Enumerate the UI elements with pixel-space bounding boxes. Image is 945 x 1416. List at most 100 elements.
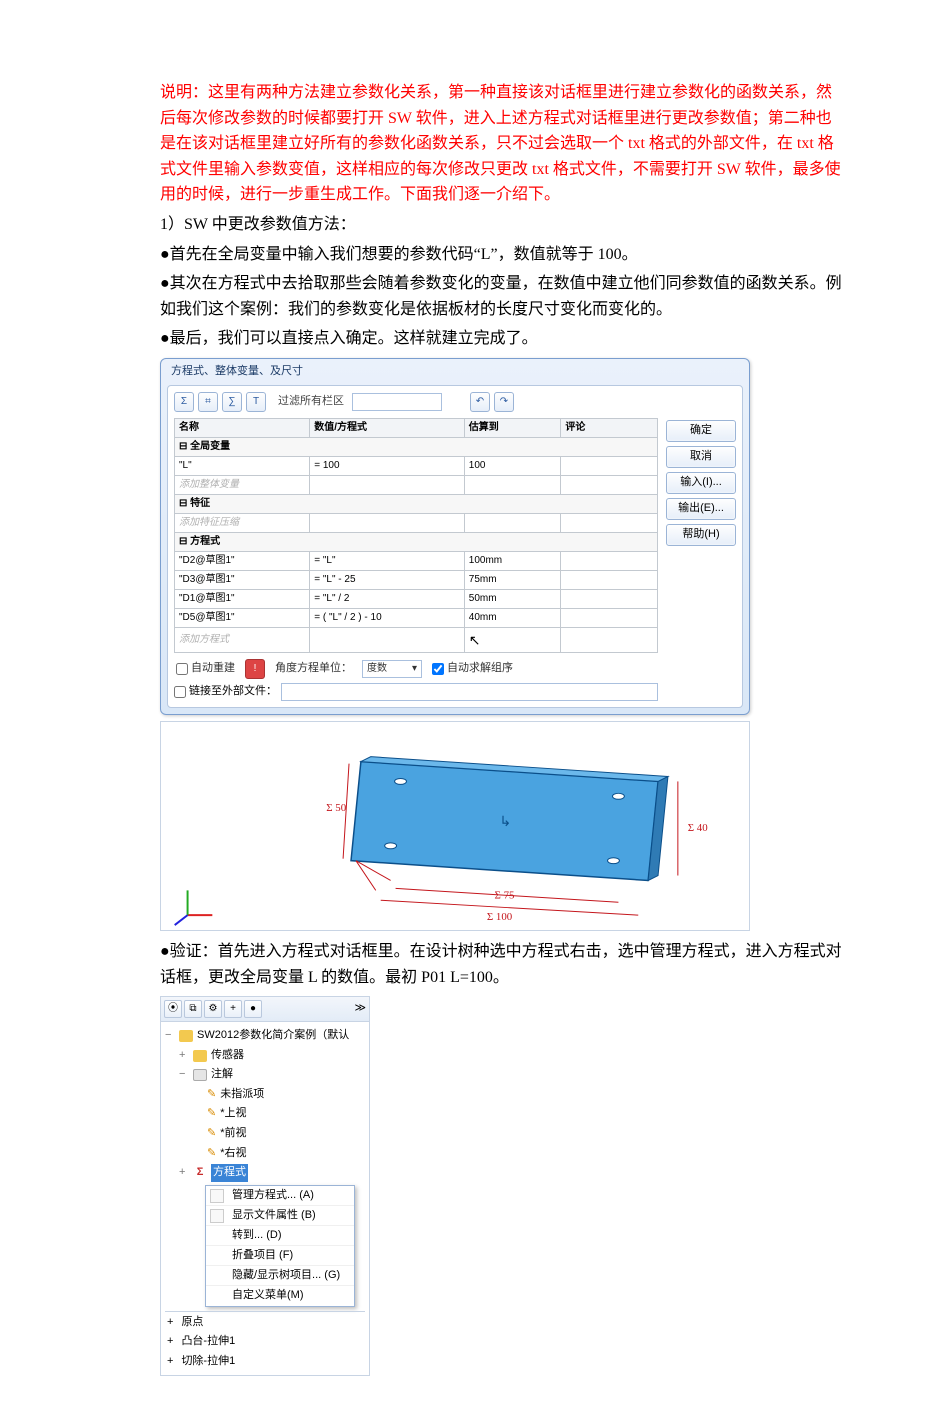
ghost-feature[interactable]: 添加特征压缩	[175, 513, 310, 532]
e1-eval: 75mm	[464, 570, 561, 589]
import-button[interactable]: 输入(I)...	[666, 472, 736, 494]
ctx-label-1: 显示文件属性 (B)	[232, 1207, 316, 1225]
tab-icon-3[interactable]: ⚙	[204, 1000, 222, 1018]
toolbar-btn-undo[interactable]: ↶	[470, 392, 490, 412]
e2-eval: 50mm	[464, 589, 561, 608]
e0-name[interactable]: "D2@草图1"	[175, 551, 310, 570]
chk-auto-rebuild[interactable]: 自动重建	[176, 660, 235, 678]
g0-name[interactable]: "L"	[175, 456, 310, 475]
section-global-label: 全局变量	[190, 441, 230, 452]
feature-ghost-row[interactable]: 添加特征压缩	[175, 513, 658, 532]
ctx-collapse[interactable]: 折叠项目 (F)	[206, 1246, 354, 1266]
eq-row-1[interactable]: "D3@草图1" = "L" - 25 75mm	[175, 570, 658, 589]
chk-auto-rebuild-label: 自动重建	[191, 660, 235, 678]
eq-ghost-row[interactable]: 添加方程式 ↖	[175, 627, 658, 652]
tree-origin[interactable]: + 原点	[167, 1314, 363, 1332]
tree-annotations-label: 注解	[211, 1066, 233, 1084]
tab-icon-4[interactable]: +	[224, 1000, 242, 1018]
rebuild-icon[interactable]: !	[245, 659, 265, 679]
global-row-0[interactable]: "L" = 100 100	[175, 456, 658, 475]
filter-input[interactable]	[352, 393, 442, 411]
table-header-row: 名称 数值/方程式 估算到 评论	[175, 418, 658, 437]
filter-label: 过滤所有栏区	[278, 393, 344, 411]
e2-name[interactable]: "D1@草图1"	[175, 589, 310, 608]
tree-unspecified[interactable]: ✎ 未指派项	[165, 1085, 365, 1105]
eq-row-2[interactable]: "D1@草图1" = "L" / 2 50mm	[175, 589, 658, 608]
export-button[interactable]: 输出(E)...	[666, 498, 736, 520]
tab-icon-5[interactable]: ●	[244, 1000, 262, 1018]
tree-annotations[interactable]: − 注解	[165, 1065, 365, 1085]
hole-2	[612, 793, 624, 799]
cancel-button[interactable]: 取消	[666, 446, 736, 468]
help-button[interactable]: 帮助(H)	[666, 524, 736, 546]
ctx-hideshow[interactable]: 隐藏/显示树项目... (G)	[206, 1266, 354, 1286]
tab-icon-2[interactable]: ⧉	[184, 1000, 202, 1018]
ctx-manage-equations[interactable]: 管理方程式... (A)	[206, 1186, 354, 1206]
dim-h1-text: Σ 40	[688, 822, 708, 834]
section-feature[interactable]: ⊟ 特征	[175, 494, 658, 513]
tree-extrude[interactable]: + 凸台-拉伸1	[167, 1333, 363, 1351]
hole-1	[395, 778, 407, 784]
chevron-down-icon: ▾	[412, 661, 417, 677]
pin-icon[interactable]: ≫	[354, 1000, 366, 1018]
ext-path-input[interactable]	[281, 683, 658, 701]
chk-link-ext-box[interactable]	[174, 686, 186, 698]
dialog-body: Σ ⌗ ∑ T 过滤所有栏区 ↶ ↷ 名称 数值/方程式 估算到 评论	[167, 385, 743, 708]
chk-auto-order[interactable]: 自动求解组序	[432, 660, 513, 678]
g0-note[interactable]	[561, 456, 658, 475]
ctx-file-props[interactable]: 显示文件属性 (B)	[206, 1206, 354, 1226]
tree-view-top[interactable]: ✎ *上视	[165, 1104, 365, 1124]
toolbar-btn-redo[interactable]: ↷	[494, 392, 514, 412]
toolbar-btn-sigma[interactable]: Σ	[174, 392, 194, 412]
hole-3	[385, 843, 397, 849]
e1-name[interactable]: "D3@草图1"	[175, 570, 310, 589]
model-svg: ↳ Σ 100 Σ 75 Σ 40 Σ 50	[161, 722, 749, 930]
section-global[interactable]: ⊟ 全局变量	[175, 437, 658, 456]
g0-expr[interactable]: = 100	[310, 456, 465, 475]
feature-tree-panel: ⦿ ⧉ ⚙ + ● ≫ − SW2012参数化简介案例（默认 + 传感器 − 注…	[160, 996, 370, 1376]
tree-equations[interactable]: +Σ 方程式	[165, 1163, 365, 1183]
model-preview: ↳ Σ 100 Σ 75 Σ 40 Σ 50	[160, 721, 750, 931]
ghost-global[interactable]: 添加整体变量	[175, 475, 310, 494]
e3-name[interactable]: "D5@草图1"	[175, 608, 310, 627]
view-triad	[175, 890, 213, 925]
tree-extrude-label: 凸台-拉伸1	[181, 1333, 235, 1351]
bullet-3: ●最后，我们可以直接点入确定。这样就建立完成了。	[160, 326, 845, 352]
eq-row-3[interactable]: "D5@草图1" = ( "L" / 2 ) - 10 40mm	[175, 608, 658, 627]
e2-expr[interactable]: = "L" / 2	[310, 589, 465, 608]
tree-view-right[interactable]: ✎ *右视	[165, 1144, 365, 1164]
ctx-goto[interactable]: 转到... (D)	[206, 1226, 354, 1246]
origin-glyph: ↳	[500, 814, 512, 829]
ok-button[interactable]: 确定	[666, 420, 736, 442]
ghost-eq[interactable]: 添加方程式	[175, 627, 310, 652]
angle-unit-select[interactable]: 度数 ▾	[362, 660, 422, 678]
toolbar-btn-grid[interactable]: ⌗	[198, 392, 218, 412]
eq-row-0[interactable]: "D2@草图1" = "L" 100mm	[175, 551, 658, 570]
chk-auto-order-box[interactable]	[432, 663, 444, 675]
view-right-label: *右视	[220, 1145, 246, 1163]
context-menu: 管理方程式... (A) 显示文件属性 (B) 转到... (D) 折叠项目 (…	[205, 1185, 355, 1307]
link-ext-row: 链接至外部文件：	[174, 679, 658, 701]
section-equation[interactable]: ⊟ 方程式	[175, 532, 658, 551]
tree-cut[interactable]: + 切除-拉伸1	[167, 1353, 363, 1371]
e3-expr[interactable]: = ( "L" / 2 ) - 10	[310, 608, 465, 627]
hole-4	[608, 858, 620, 864]
chk-link-ext-label: 链接至外部文件：	[189, 683, 277, 701]
e0-expr[interactable]: = "L"	[310, 551, 465, 570]
view-top-label: *上视	[220, 1105, 246, 1123]
tree-unspecified-label: 未指派项	[220, 1086, 264, 1104]
chk-auto-order-label: 自动求解组序	[447, 660, 513, 678]
tree-root[interactable]: − SW2012参数化简介案例（默认	[165, 1026, 365, 1046]
e1-expr[interactable]: = "L" - 25	[310, 570, 465, 589]
chk-auto-rebuild-box[interactable]	[176, 663, 188, 675]
chk-link-ext[interactable]: 链接至外部文件：	[174, 683, 277, 701]
ctx-customize[interactable]: 自定义菜单(M)	[206, 1286, 354, 1306]
col-expr: 数值/方程式	[310, 418, 465, 437]
toolbar-btn-sum[interactable]: ∑	[222, 392, 242, 412]
ctx-icon	[210, 1209, 224, 1223]
toolbar-btn-text[interactable]: T	[246, 392, 266, 412]
tab-icon-1[interactable]: ⦿	[164, 1000, 182, 1018]
tree-view-front[interactable]: ✎ *前视	[165, 1124, 365, 1144]
tree-sensors[interactable]: + 传感器	[165, 1046, 365, 1066]
global-ghost-row[interactable]: 添加整体变量	[175, 475, 658, 494]
